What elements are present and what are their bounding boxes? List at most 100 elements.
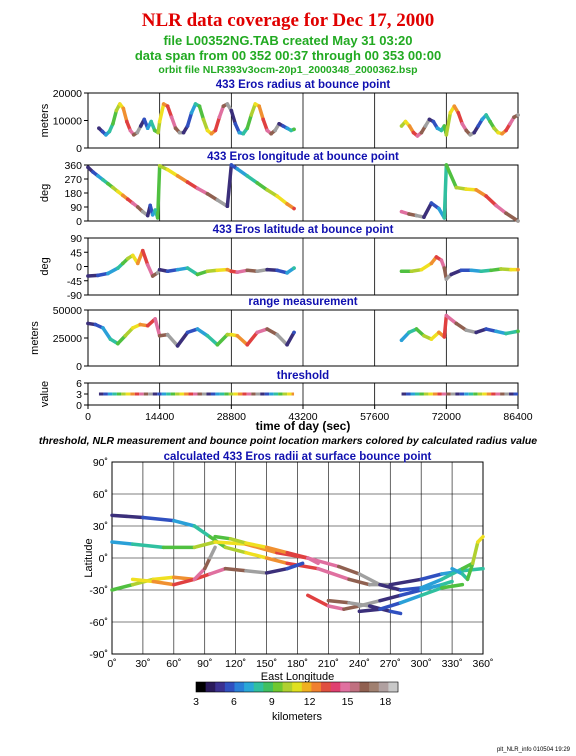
data-point (431, 119, 436, 124)
data-point (157, 163, 162, 168)
data-mark (484, 194, 498, 208)
data-point (185, 180, 190, 184)
data-point (145, 126, 150, 130)
map-track-mark (285, 550, 310, 560)
data-point (489, 268, 493, 273)
data-point (257, 104, 262, 108)
data-point (100, 129, 105, 134)
data-point (484, 194, 488, 198)
data-point (153, 317, 157, 321)
map-track-mark (223, 545, 248, 555)
data-point (106, 181, 110, 186)
data-point (131, 133, 136, 137)
map-x-axis-label: East Longitude (261, 671, 334, 683)
data-point (399, 209, 404, 214)
data-point (423, 124, 428, 128)
data-point (111, 122, 115, 126)
data-point (181, 130, 186, 135)
data-point (414, 327, 419, 331)
y-tick-label: -45 (67, 276, 82, 288)
data-point (439, 128, 444, 133)
y-tick-label: 90 (70, 233, 82, 245)
data-point (409, 269, 414, 274)
data-point (429, 261, 434, 266)
data-point (245, 174, 250, 178)
colorbar-swatch (388, 682, 399, 692)
data-point (488, 119, 492, 124)
data-point (516, 267, 520, 272)
map-track-mark (357, 607, 382, 614)
data-mark (165, 332, 180, 348)
y-axis-label: deg (39, 257, 51, 275)
colorbar-tick-label: 9 (269, 696, 275, 708)
data-point (285, 202, 289, 206)
data-point (229, 108, 234, 113)
data-point (500, 131, 504, 136)
data-point (422, 215, 426, 219)
data-mark (145, 263, 155, 278)
data-span-info: data span from 00 352 00:37 through 00 3… (134, 48, 442, 63)
data-point (138, 124, 143, 128)
data-point (504, 128, 508, 133)
map-track-mark (419, 577, 444, 590)
y-tick-label: 0 (76, 262, 82, 274)
data-mark (494, 203, 508, 215)
data-point (215, 342, 220, 347)
data-point (448, 111, 453, 115)
data-mark (444, 163, 459, 190)
y-tick-label: 3 (76, 389, 82, 401)
chart-title: NLR data coverage for Dec 17, 2000 (141, 10, 435, 31)
data-point (269, 131, 273, 136)
colorbar-tick-label: 3 (193, 696, 199, 708)
data-mark (121, 106, 129, 124)
map-x-tick-label: 330˚ (442, 658, 463, 670)
data-point (155, 216, 160, 220)
data-point (123, 333, 128, 338)
data-mark (255, 181, 269, 192)
data-point (403, 119, 408, 124)
data-point (205, 333, 210, 338)
map-track-mark (306, 556, 320, 566)
data-point (245, 342, 250, 347)
data-point (414, 213, 419, 218)
y-tick-label: 20000 (53, 88, 82, 100)
data-mark (235, 334, 250, 347)
colorbar-swatch (272, 682, 284, 692)
colorbar-swatch (263, 682, 274, 692)
data-point (126, 197, 130, 202)
x-tick-label: 28800 (217, 411, 246, 423)
data-mark (111, 108, 119, 126)
data-point (419, 130, 424, 135)
data-point (121, 261, 125, 266)
data-point (265, 267, 269, 272)
map-x-tick-label: 0˚ (107, 658, 116, 670)
data-point (469, 268, 474, 273)
data-point (97, 126, 101, 130)
y-tick-label: 0 (76, 143, 82, 155)
data-point (265, 188, 269, 192)
data-point (225, 267, 230, 272)
map-track-mark (342, 604, 362, 611)
map-x-tick-label: 180˚ (287, 658, 308, 670)
data-point (107, 129, 112, 134)
data-point (201, 117, 206, 122)
data-point (504, 211, 508, 216)
data-point (285, 342, 289, 347)
data-point (205, 269, 210, 274)
map-track-mark (151, 575, 176, 582)
data-mark (265, 327, 279, 337)
data-point (452, 104, 457, 108)
data-mark (444, 313, 459, 326)
data-point (86, 165, 90, 170)
map-track-mark (172, 577, 197, 587)
data-point (111, 185, 115, 190)
data-mark (245, 113, 253, 130)
data-point (235, 167, 240, 171)
data-mark (185, 180, 200, 191)
data-point (237, 130, 242, 135)
map-track-mark (213, 534, 233, 541)
data-point (241, 131, 246, 136)
colorbar-swatch (253, 682, 264, 692)
data-point (464, 128, 469, 133)
